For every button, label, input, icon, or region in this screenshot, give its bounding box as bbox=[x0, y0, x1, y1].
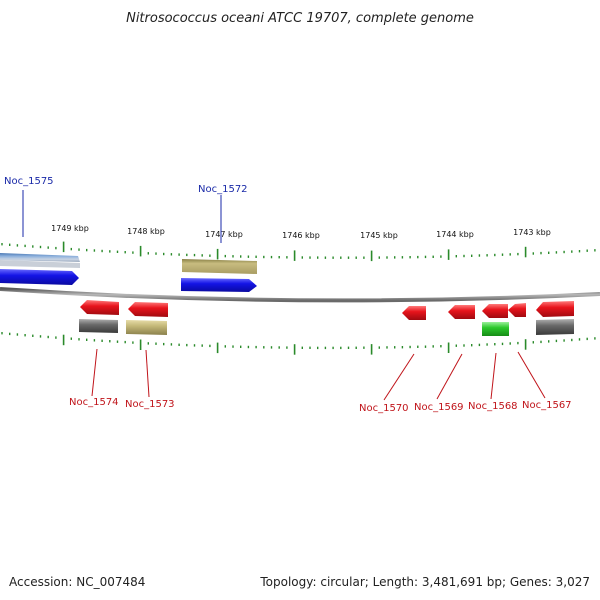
leader-noc-1568 bbox=[490, 352, 497, 400]
scale-label: 1745 kbp bbox=[360, 231, 398, 240]
label-noc-1575[interactable]: Noc_1575 bbox=[4, 176, 54, 187]
leader-noc-1570 bbox=[383, 353, 415, 401]
scale-label: 1748 kbp bbox=[127, 227, 165, 236]
scale-labels: 1749 kbp 1748 kbp 1747 kbp 1746 kbp 1745… bbox=[51, 224, 551, 240]
label-noc-1567[interactable]: Noc_1567 bbox=[522, 400, 572, 411]
label-noc-1573[interactable]: Noc_1573 bbox=[125, 399, 175, 410]
label-noc-1572[interactable]: Noc_1572 bbox=[198, 184, 248, 195]
gene-noc-1568[interactable] bbox=[482, 304, 508, 318]
inner-tick-row bbox=[1, 332, 596, 355]
gene-noc-1572[interactable] bbox=[181, 278, 257, 292]
gene-green-1568[interactable] bbox=[482, 322, 509, 336]
label-noc-1574[interactable]: Noc_1574 bbox=[69, 397, 119, 408]
gene-noc-1575-band[interactable] bbox=[0, 253, 80, 262]
reverse-strand-genes bbox=[79, 300, 574, 336]
gene-noc-1575-shadow bbox=[0, 260, 80, 268]
gene-noc-1575[interactable] bbox=[0, 269, 79, 285]
gene-noc-1567[interactable] bbox=[536, 301, 574, 317]
gene-gray-1567[interactable] bbox=[536, 319, 574, 335]
gene-noc-1570[interactable] bbox=[402, 306, 426, 320]
label-noc-1570[interactable]: Noc_1570 bbox=[359, 403, 409, 414]
scale-label: 1749 kbp bbox=[51, 224, 89, 233]
scale-label: 1744 kbp bbox=[436, 230, 474, 239]
leader-noc-1573 bbox=[145, 349, 150, 398]
scale-label: 1747 kbp bbox=[205, 230, 243, 239]
gene-olive-1573[interactable] bbox=[126, 320, 167, 335]
label-noc-1569[interactable]: Noc_1569 bbox=[414, 402, 464, 413]
gene-labels: Noc_1575 Noc_1572 Noc_1574 Noc_1573 Noc_… bbox=[4, 176, 572, 414]
genome-summary-text: Topology: circular; Length: 3,481,691 bp… bbox=[259, 575, 590, 589]
gene-gray-1574[interactable] bbox=[79, 319, 118, 333]
gene-noc-1573[interactable] bbox=[128, 302, 168, 317]
outer-tick-row bbox=[1, 241, 596, 262]
gene-noc-1569[interactable] bbox=[448, 305, 475, 319]
forward-strand-genes bbox=[0, 253, 257, 292]
map-title: Nitrosococcus oceani ATCC 19707, complet… bbox=[126, 11, 474, 26]
gene-olive-forward[interactable] bbox=[182, 259, 257, 274]
leader-noc-1574 bbox=[91, 348, 98, 397]
leader-noc-1569 bbox=[436, 353, 463, 400]
scale-label: 1743 kbp bbox=[513, 228, 551, 237]
genome-backbone bbox=[0, 287, 600, 303]
gene-red-small[interactable] bbox=[508, 303, 526, 317]
gene-noc-1574[interactable] bbox=[80, 300, 119, 315]
label-leaders bbox=[22, 190, 546, 401]
scale-label: 1746 kbp bbox=[282, 231, 320, 240]
label-noc-1568[interactable]: Noc_1568 bbox=[468, 401, 518, 412]
leader-noc-1567 bbox=[517, 351, 546, 399]
accession-text: Accession: NC_007484 bbox=[9, 575, 145, 589]
